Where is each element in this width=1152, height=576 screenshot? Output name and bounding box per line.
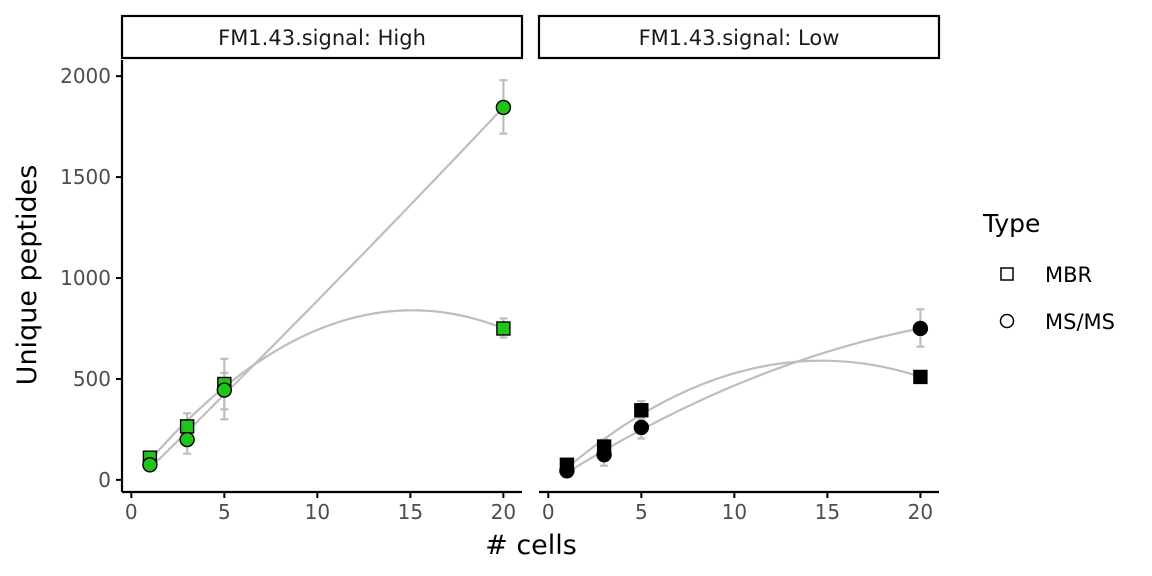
y-tick-label: 2000	[60, 64, 111, 88]
x-tick-label: 5	[218, 500, 231, 524]
x-axis-title: # cells	[485, 530, 577, 561]
data-point-mbr	[179, 419, 195, 434]
legend-label: MS/MS	[1045, 310, 1115, 334]
legend: Type MBR MS/MS	[982, 209, 1115, 334]
trend-line	[149, 309, 504, 461]
y-tick-label: 1000	[60, 266, 111, 290]
facet-strip-label: FM1.43.signal: Low	[639, 26, 840, 50]
x-tick-label: 0	[542, 500, 555, 524]
data-point-msms	[633, 419, 650, 436]
y-axis-title: Unique peptides	[12, 165, 43, 386]
data-point-msms	[559, 463, 575, 479]
x-tick-label: 20	[908, 500, 933, 524]
x-tick-label: 15	[398, 500, 423, 524]
data-point-msms	[596, 446, 612, 463]
data-point-msms	[912, 320, 929, 337]
data-point-mbr	[634, 403, 649, 418]
data-point-mbr	[496, 321, 511, 336]
x-tick-label: 5	[635, 500, 648, 524]
trend-line	[566, 327, 921, 474]
trend-line	[566, 359, 921, 469]
legend-key-circle	[999, 313, 1015, 329]
legend-label: MBR	[1045, 263, 1092, 287]
facet-strip-label: FM1.43.signal: High	[218, 26, 426, 50]
y-tick-label: 0	[98, 468, 111, 492]
facet-strip	[120, 14, 524, 60]
x-tick-label: 20	[491, 500, 516, 524]
facet-panels: FM1.43.signal: High 0 5 10 15 20 0 500 1000 1500 2…	[60, 14, 941, 524]
data-point-msms	[142, 457, 158, 473]
x-tick-label: 10	[722, 500, 747, 524]
data-point-msms	[216, 382, 233, 398]
data-point-mbr	[913, 369, 928, 385]
legend-title: Type	[982, 209, 1040, 238]
legend-key-square	[1000, 267, 1014, 281]
x-tick-label: 15	[815, 500, 840, 524]
x-tick-label: 0	[125, 500, 138, 524]
data-point-msms	[179, 431, 195, 448]
facet-panel-1: FM1.43.signal: High 0 5 10 15 20 0 500 1000 1500 2…	[60, 14, 524, 524]
y-tick-label: 500	[73, 367, 111, 391]
data-point-msms	[495, 99, 512, 116]
y-tick-label: 1500	[60, 165, 111, 189]
facet-strip	[537, 14, 941, 60]
facet-panel-2: FM1.43.signal: Low 0 5 10 15 20	[537, 14, 941, 524]
trend-line	[149, 106, 505, 470]
x-tick-label: 10	[305, 500, 330, 524]
